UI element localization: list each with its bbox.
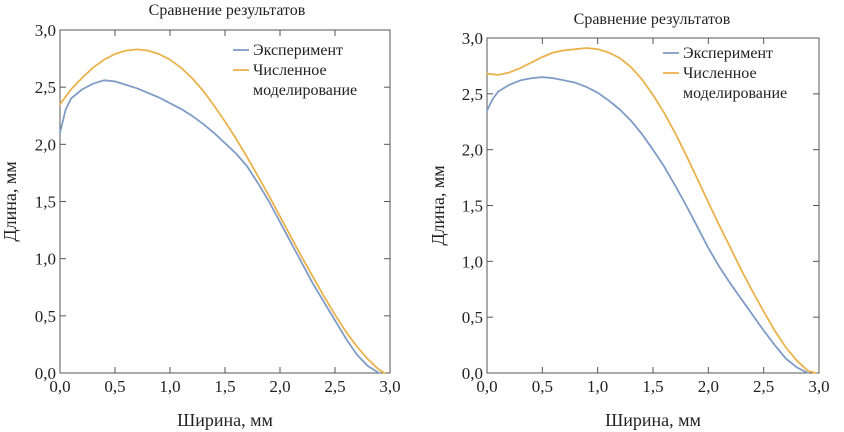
right-x-tick-label: 2,0: [698, 377, 719, 396]
right-chart-title: Сравнение результатов: [574, 11, 731, 28]
right-y-tick-label: 0,0: [462, 364, 483, 383]
right-x-axis-label: Ширина, мм: [605, 410, 701, 430]
right-x-tick-label: 2,5: [753, 377, 774, 396]
left-x-tick-label: 1,5: [214, 377, 235, 396]
left-x-tick-label: 0,0: [49, 377, 70, 396]
chart-right: Сравнение результатов 0,0 0,5 1,0 1,5 2,0 2,5 3…: [428, 11, 830, 430]
right-series-line-experiment: [486, 76, 809, 374]
left-x-tick-label: 3,0: [379, 377, 400, 396]
right-x-tick-label: 1,0: [587, 377, 608, 396]
left-y-tick-label: 2,0: [35, 135, 56, 154]
left-y-tick-label: 3,0: [35, 21, 56, 40]
right-y-tick-label: 2,5: [462, 85, 483, 104]
left-y-tick-label: 1,5: [35, 193, 56, 212]
left-legend-label-experiment: Эксперимент: [253, 42, 343, 59]
right-x-tick-label: 0,0: [476, 377, 497, 396]
right-y-tick-label: 3,0: [462, 29, 483, 48]
right-y-tick-label: 0,5: [462, 308, 483, 327]
left-chart-title: Сравнение результатов: [149, 2, 306, 19]
left-series-line-simulation: [59, 48, 386, 374]
left-y-tick-label: 1,0: [35, 250, 56, 269]
right-y-tick-label: 1,5: [462, 197, 483, 216]
left-x-tick-label: 1,0: [159, 377, 180, 396]
left-series-line-experiment: [59, 79, 380, 374]
chart-left: Сравнение результатов 0,0 0,5 1,0 1,5 2,0 2,5 3…: [0, 2, 401, 430]
right-y-tick-label: 1,0: [462, 252, 483, 271]
left-x-tick-label: 2,5: [324, 377, 345, 396]
left-y-tick-label: 0,5: [35, 307, 56, 326]
left-x-axis-label: Ширина, мм: [177, 410, 273, 430]
right-y-axis-label: Длина, мм: [428, 165, 448, 245]
right-x-tick-label: 3,0: [808, 377, 829, 396]
right-legend-label-simulation: Численное моделирование: [683, 65, 787, 102]
right-legend-label-experiment: Эксперимент: [683, 45, 773, 62]
right-y-tick-label: 2,0: [462, 141, 483, 160]
left-y-tick-label: 2,5: [35, 78, 56, 97]
right-series-line-simulation: [486, 47, 817, 374]
left-y-axis-label: Длина, мм: [0, 161, 20, 241]
left-y-tick-label: 0,0: [35, 364, 56, 383]
left-x-tick-label: 2,0: [269, 377, 290, 396]
right-x-tick-label: 0,5: [532, 377, 553, 396]
left-x-tick-label: 0,5: [104, 377, 125, 396]
right-x-tick-label: 1,5: [642, 377, 663, 396]
left-legend-label-simulation: Численное моделирование: [253, 62, 357, 99]
